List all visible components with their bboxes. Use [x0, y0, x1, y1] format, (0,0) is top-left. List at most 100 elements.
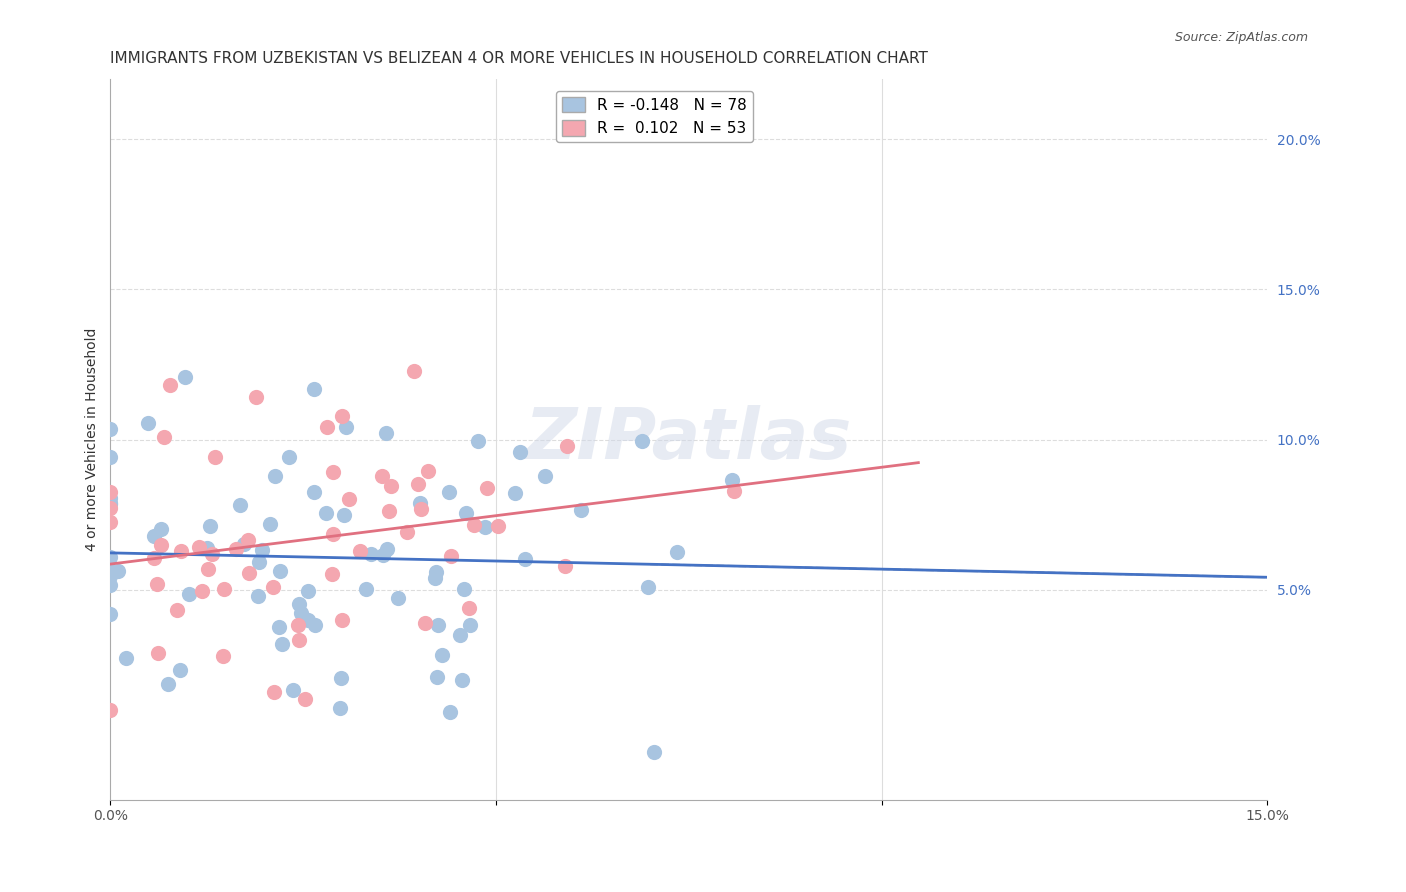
Belizeans	[396, 525, 419, 540]
Immigrants from Uzbekistan	[373, 548, 395, 562]
Belizeans	[322, 526, 344, 541]
Belizeans	[408, 477, 430, 491]
Immigrants from Uzbekistan	[246, 589, 269, 603]
Immigrants from Uzbekistan	[100, 563, 122, 577]
Belizeans	[187, 540, 209, 554]
Belizeans	[554, 558, 576, 573]
Immigrants from Uzbekistan	[267, 620, 290, 634]
Belizeans	[214, 582, 236, 597]
Immigrants from Uzbekistan	[432, 648, 454, 662]
Immigrants from Uzbekistan	[250, 542, 273, 557]
Immigrants from Uzbekistan	[302, 382, 325, 396]
Immigrants from Uzbekistan	[157, 677, 180, 691]
Immigrants from Uzbekistan	[100, 491, 122, 505]
Belizeans	[236, 533, 259, 548]
Immigrants from Uzbekistan	[177, 587, 200, 601]
Belizeans	[458, 600, 481, 615]
Belizeans	[322, 466, 344, 480]
Belizeans	[143, 550, 166, 565]
Immigrants from Uzbekistan	[643, 745, 665, 759]
Belizeans	[190, 583, 212, 598]
Immigrants from Uzbekistan	[115, 650, 138, 665]
Belizeans	[245, 390, 267, 404]
Belizeans	[263, 580, 285, 594]
Belizeans	[370, 469, 392, 483]
Belizeans	[402, 364, 425, 378]
Belizeans	[294, 691, 316, 706]
Immigrants from Uzbekistan	[100, 566, 122, 581]
Immigrants from Uzbekistan	[259, 517, 281, 532]
Belizeans	[555, 439, 578, 453]
Immigrants from Uzbekistan	[449, 628, 471, 642]
Belizeans	[330, 613, 353, 627]
Immigrants from Uzbekistan	[232, 537, 254, 551]
Immigrants from Uzbekistan	[515, 552, 537, 566]
Immigrants from Uzbekistan	[329, 671, 352, 685]
Immigrants from Uzbekistan	[297, 613, 319, 627]
Immigrants from Uzbekistan	[426, 670, 449, 684]
Immigrants from Uzbekistan	[505, 486, 527, 500]
Immigrants from Uzbekistan	[437, 485, 460, 500]
Immigrants from Uzbekistan	[439, 705, 461, 719]
Immigrants from Uzbekistan	[100, 566, 122, 581]
Legend: R = -0.148   N = 78, R =  0.102   N = 53: R = -0.148 N = 78, R = 0.102 N = 53	[555, 91, 752, 143]
Immigrants from Uzbekistan	[721, 473, 744, 487]
Belizeans	[263, 685, 285, 699]
Immigrants from Uzbekistan	[354, 582, 377, 596]
Immigrants from Uzbekistan	[427, 618, 450, 632]
Belizeans	[212, 649, 235, 664]
Belizeans	[723, 483, 745, 498]
Immigrants from Uzbekistan	[509, 444, 531, 458]
Immigrants from Uzbekistan	[100, 569, 122, 583]
Immigrants from Uzbekistan	[100, 496, 122, 510]
Immigrants from Uzbekistan	[100, 422, 122, 436]
Immigrants from Uzbekistan	[143, 529, 166, 543]
Immigrants from Uzbekistan	[107, 565, 129, 579]
Immigrants from Uzbekistan	[150, 522, 173, 536]
Belizeans	[150, 538, 173, 552]
Immigrants from Uzbekistan	[278, 450, 301, 465]
Belizeans	[463, 518, 485, 533]
Immigrants from Uzbekistan	[335, 420, 357, 434]
Immigrants from Uzbekistan	[174, 369, 197, 384]
Belizeans	[204, 450, 226, 464]
Immigrants from Uzbekistan	[297, 583, 319, 598]
Immigrants from Uzbekistan	[333, 508, 356, 522]
Immigrants from Uzbekistan	[637, 580, 659, 594]
Immigrants from Uzbekistan	[100, 450, 122, 464]
Immigrants from Uzbekistan	[169, 663, 191, 677]
Immigrants from Uzbekistan	[136, 416, 159, 430]
Immigrants from Uzbekistan	[425, 565, 447, 579]
Belizeans	[100, 703, 122, 717]
Belizeans	[288, 633, 311, 648]
Immigrants from Uzbekistan	[247, 555, 270, 569]
Immigrants from Uzbekistan	[195, 541, 218, 556]
Immigrants from Uzbekistan	[304, 618, 326, 632]
Belizeans	[100, 484, 122, 499]
Belizeans	[321, 567, 343, 582]
Immigrants from Uzbekistan	[425, 571, 447, 585]
Belizeans	[159, 378, 181, 392]
Belizeans	[315, 419, 337, 434]
Immigrants from Uzbekistan	[269, 564, 291, 578]
Immigrants from Uzbekistan	[453, 582, 475, 596]
Immigrants from Uzbekistan	[375, 541, 398, 556]
Immigrants from Uzbekistan	[290, 607, 312, 621]
Immigrants from Uzbekistan	[229, 498, 252, 512]
Immigrants from Uzbekistan	[264, 469, 287, 483]
Immigrants from Uzbekistan	[198, 518, 221, 533]
Immigrants from Uzbekistan	[387, 591, 409, 605]
Immigrants from Uzbekistan	[665, 545, 688, 559]
Immigrants from Uzbekistan	[329, 701, 352, 715]
Belizeans	[169, 544, 191, 558]
Text: Source: ZipAtlas.com: Source: ZipAtlas.com	[1174, 31, 1308, 45]
Belizeans	[416, 464, 439, 478]
Immigrants from Uzbekistan	[270, 637, 292, 651]
Belizeans	[413, 616, 436, 631]
Immigrants from Uzbekistan	[467, 434, 489, 449]
Immigrants from Uzbekistan	[374, 425, 396, 440]
Belizeans	[146, 576, 169, 591]
Belizeans	[238, 566, 260, 580]
Belizeans	[197, 562, 219, 576]
Belizeans	[100, 516, 122, 530]
